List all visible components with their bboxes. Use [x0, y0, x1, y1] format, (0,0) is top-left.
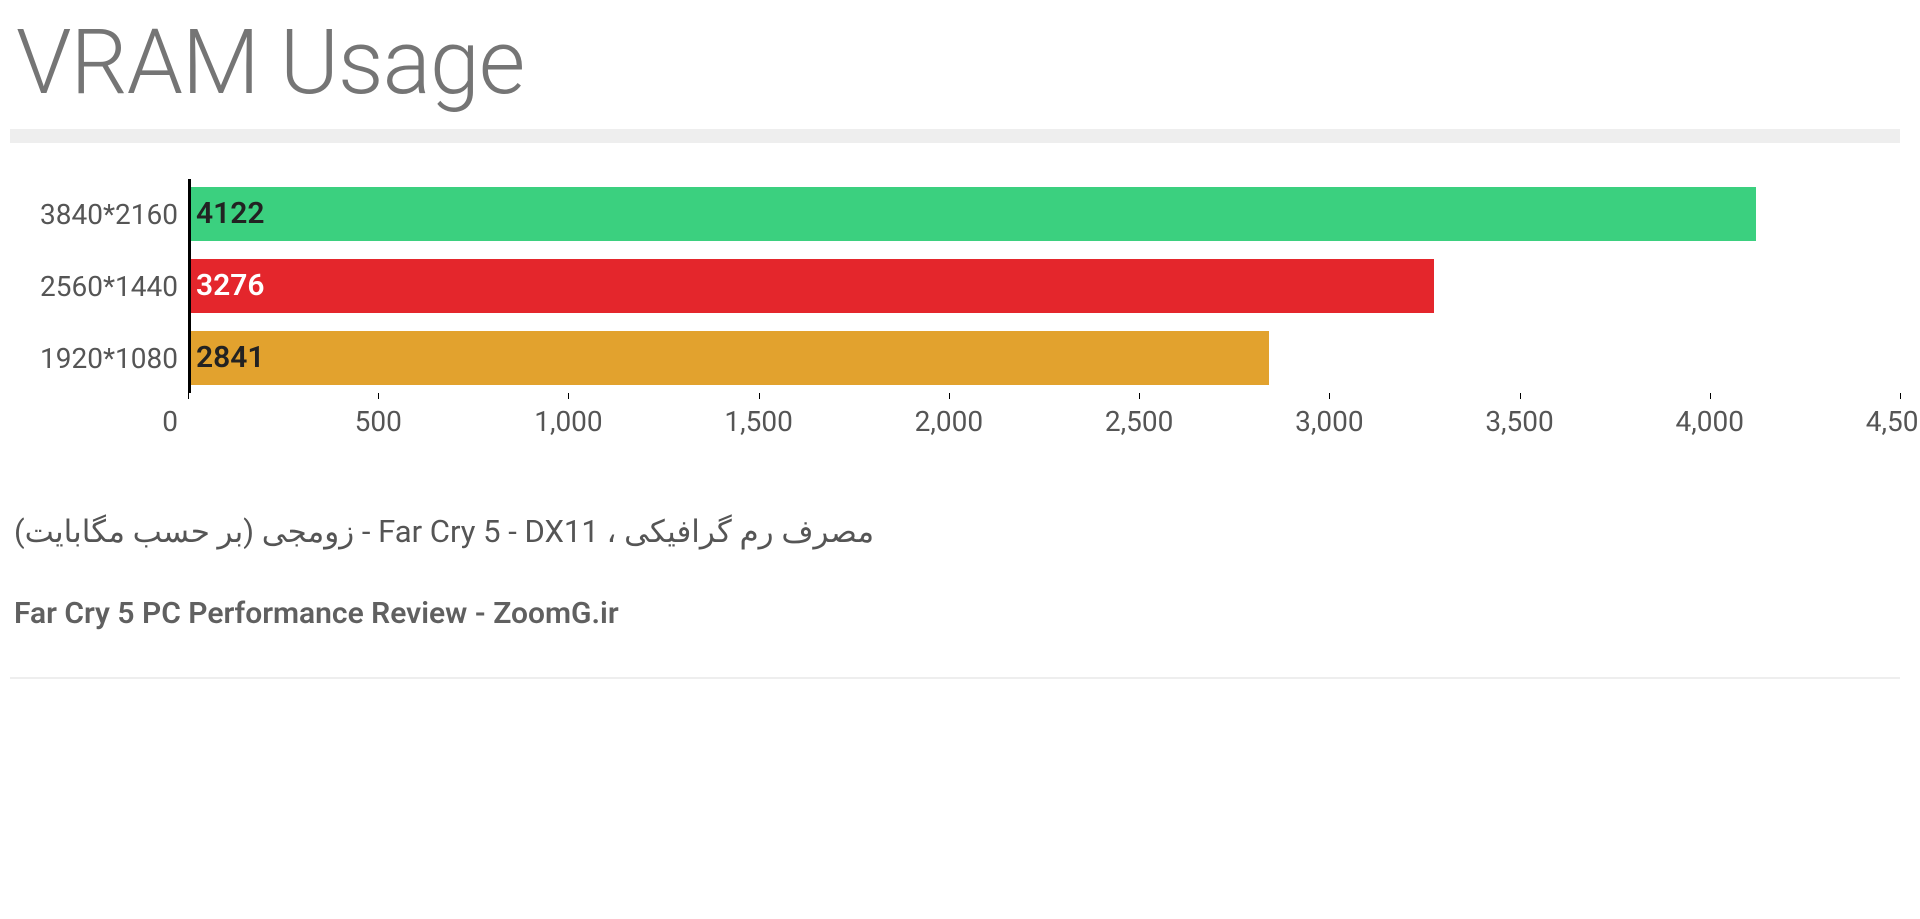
bar-track: 2841 [188, 331, 1900, 384]
x-tick-mark [949, 393, 950, 399]
bar: 4122 [188, 187, 1756, 240]
x-tick-label: 0 [162, 405, 188, 438]
x-tick-label: 1,000 [534, 405, 602, 438]
x-tick-mark [1520, 393, 1521, 399]
chart-row: 3840*21604122 [10, 185, 1900, 243]
bar-track: 3276 [188, 259, 1900, 312]
chart-caption: مصرف رم گرافیکی ، Far Cry 5 - DX11 - زوم… [14, 513, 1900, 550]
bar: 3276 [188, 259, 1434, 312]
x-tick-mark [1900, 393, 1901, 399]
bar-value-label: 2841 [196, 340, 265, 375]
bars-container: 3840*216041222560*144032761920*108028410… [10, 179, 1900, 443]
chart-row: 2560*14403276 [10, 257, 1900, 315]
x-tick-label: 4,500 [1866, 405, 1920, 438]
bar-value-label: 4122 [196, 196, 265, 231]
x-tick-label: 3,500 [1485, 405, 1553, 438]
x-tick-label: 2,500 [1105, 405, 1173, 438]
y-axis-label: 1920*1080 [10, 342, 188, 375]
x-tick-label: 500 [355, 405, 402, 438]
x-tick-mark [1139, 393, 1140, 399]
y-axis-label: 2560*1440 [10, 270, 188, 303]
x-tick-label: 4,000 [1676, 405, 1744, 438]
x-tick-mark [568, 393, 569, 399]
x-tick-mark [759, 393, 760, 399]
x-tick-mark [1710, 393, 1711, 399]
bar-track: 4122 [188, 187, 1900, 240]
bar: 2841 [188, 331, 1269, 384]
x-tick-label: 2,000 [915, 405, 983, 438]
bar-value-label: 3276 [196, 268, 265, 303]
chart-area: 3840*216041222560*144032761920*108028410… [10, 179, 1900, 443]
chart-title: VRAM Usage [16, 10, 1900, 115]
x-tick-label: 3,000 [1295, 405, 1363, 438]
title-divider [10, 129, 1900, 143]
x-tick-mark [188, 393, 189, 399]
x-axis: 05001,0001,5002,0002,5003,0003,5004,0004… [188, 393, 1900, 443]
chart-row: 1920*10802841 [10, 329, 1900, 387]
vram-usage-chart: VRAM Usage 3840*21604122 2560*14403276 192… [10, 10, 1900, 679]
x-tick-mark [378, 393, 379, 399]
footer-divider [10, 677, 1900, 679]
x-tick-label: 1,500 [724, 405, 792, 438]
chart-subtitle: Far Cry 5 PC Performance Review - ZoomG.… [14, 596, 1900, 631]
y-axis-label: 3840*2160 [10, 198, 188, 231]
x-tick-mark [1329, 393, 1330, 399]
y-axis-line [188, 179, 191, 393]
